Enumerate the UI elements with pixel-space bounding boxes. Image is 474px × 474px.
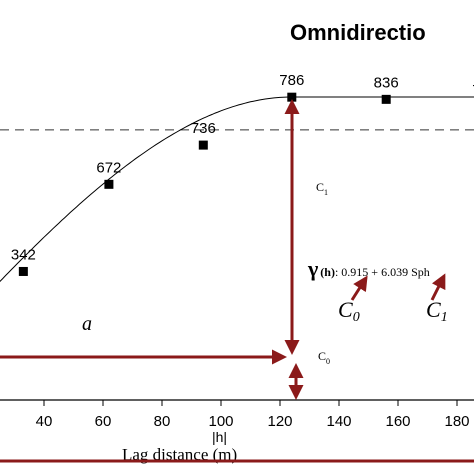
x-axis-ticks: 40 60 80 100 120 140 160 180 [36,400,470,430]
x-tick-label: 100 [208,413,233,430]
x-tick-label: 180 [444,413,469,430]
data-point-label: 836 [374,74,399,91]
data-point-label: 672 [96,159,121,176]
chart-title: Omnidirectio [290,20,426,45]
point-labels: 342 672 736 786 836 71 [11,72,474,263]
x-tick-label: 120 [267,413,292,430]
data-point-label: 342 [11,246,36,263]
data-point-label: 71 [472,82,474,99]
eq-c0-label: C0 [338,297,360,325]
model-equation: γ (h): 0.915 + 6.039 Sph [307,256,430,281]
eq-c1-arrow [430,273,446,301]
c0-label: C0 [318,349,330,366]
data-point-label: 736 [191,120,216,137]
data-point [104,179,114,189]
x-axis-symbol: |h| [212,429,227,445]
spherical-model-curve [0,96,474,283]
data-point [18,266,28,276]
x-tick-label: 80 [154,413,171,430]
data-point [198,140,208,150]
x-tick-label: 60 [95,413,112,430]
x-tick-label: 140 [326,413,351,430]
range-label: a [82,313,92,335]
x-tick-label: 160 [385,413,410,430]
data-point-label: 786 [279,72,304,89]
data-point [381,94,391,104]
eq-c0-arrow [350,275,368,301]
data-points [18,92,391,276]
data-point [287,92,297,102]
eq-c1-label: C1 [426,297,448,325]
x-tick-label: 40 [36,413,53,430]
x-axis-label: Lag distance (m) [122,445,237,464]
c1-label: C1 [316,180,328,197]
